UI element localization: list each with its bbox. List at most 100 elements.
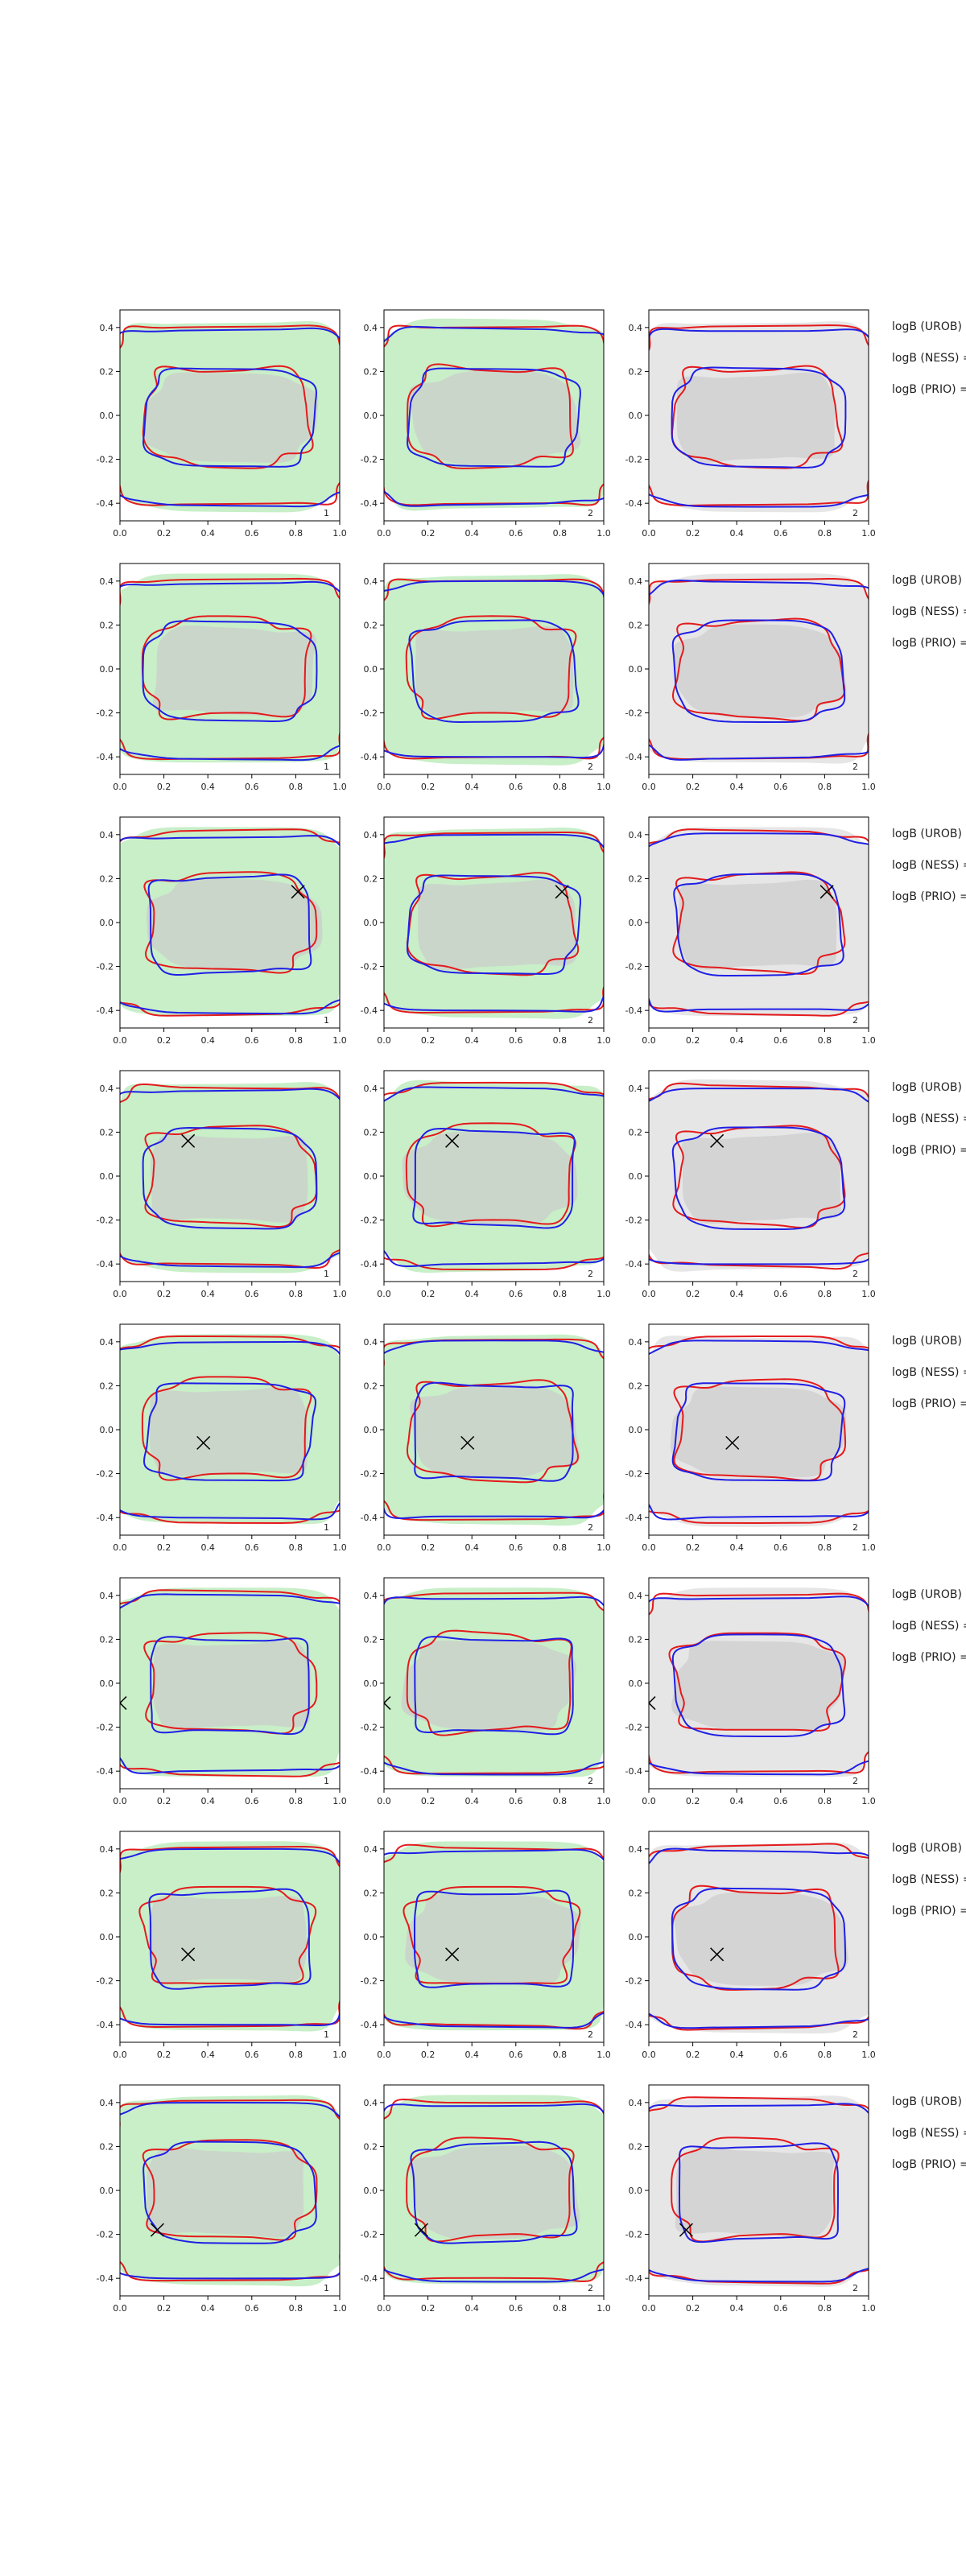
red-inner-contour <box>143 871 318 974</box>
x-tick-label: 0.0 <box>113 1542 127 1553</box>
y-tick-label: -0.4 <box>361 498 378 509</box>
logb-label: logB (NESS) = <box>892 859 966 872</box>
x-tick-label: 1.0 <box>597 1796 611 1806</box>
y-tick-label: 0.0 <box>364 1932 378 1942</box>
subplot-r3-c1: 0.0 0.2 0.4 0.6 0.8 1.0 0.4 0.2 0.0 -0.2 -0.4 1 <box>97 816 347 1046</box>
x-tick-label: 0.4 <box>729 1542 744 1553</box>
red-outer-contour <box>384 1843 604 2030</box>
x-tick-label: 0.0 <box>642 528 656 539</box>
inner-region <box>153 625 316 717</box>
y-tick-label: 0.0 <box>100 2186 114 2196</box>
y-tick-label: -0.4 <box>97 1513 114 1523</box>
x-tick-label: 1.0 <box>332 1289 347 1299</box>
marker-x <box>649 1696 656 1711</box>
y-tick-label: -0.2 <box>625 708 642 719</box>
y-tick-label: 0.0 <box>100 411 114 421</box>
x-tick-label: 0.2 <box>421 782 436 792</box>
y-tick-label: 0.2 <box>629 1381 643 1391</box>
inner-region <box>409 370 581 464</box>
x-tick-label: 0.2 <box>686 1542 700 1553</box>
blue-inner-contour <box>406 874 582 975</box>
x-tick-label: 0.6 <box>509 1035 523 1046</box>
inner-region <box>142 372 319 463</box>
y-tick-label: -0.4 <box>625 1513 642 1523</box>
x-tick-label: 0.4 <box>200 1542 215 1553</box>
subplot-r5-c3: 0.0 0.2 0.4 0.6 0.8 1.0 0.4 0.2 0.0 -0.2 -0.4 2 <box>625 1323 876 1553</box>
y-tick-label: 0.2 <box>364 366 378 377</box>
x-tick-label: 0.6 <box>509 2303 523 2314</box>
subplot-index-label: 2 <box>588 1776 593 1786</box>
blue-outer-contour <box>384 833 604 1013</box>
y-tick-label: 0.0 <box>100 1425 114 1435</box>
x-tick-label: 0.6 <box>245 2050 259 2060</box>
x-tick-label: 0.4 <box>729 1796 744 1806</box>
x-tick-label: 1.0 <box>332 1542 347 1553</box>
blue-outer-contour <box>384 1596 604 1776</box>
blue-outer-contour <box>649 1088 869 1265</box>
y-tick-label: -0.4 <box>625 1259 642 1269</box>
y-tick-label: 0.4 <box>629 1844 643 1855</box>
x-tick-label: 0.4 <box>200 1796 215 1806</box>
subplot-r1-c3: 0.0 0.2 0.4 0.6 0.8 1.0 0.4 0.2 0.0 -0.2 -0.4 2 <box>625 309 876 539</box>
x-tick-label: 0.8 <box>289 1289 303 1299</box>
logb-label: logB (PRIO) = <box>892 637 966 650</box>
y-tick-label: 0.4 <box>100 2098 114 2108</box>
subplot-r2-c2: 0.0 0.2 0.4 0.6 0.8 1.0 0.4 0.2 0.0 -0.2 -0.4 2 <box>361 563 611 792</box>
x-tick-label: 0.0 <box>113 1796 127 1806</box>
red-outer-contour <box>384 1591 604 1775</box>
x-tick-label: 1.0 <box>597 1542 611 1553</box>
y-tick-label: -0.2 <box>361 1976 378 1987</box>
logb-label: logB (UROB) = <box>892 320 966 333</box>
x-tick-label: 0.8 <box>818 1289 832 1299</box>
x-tick-label: 1.0 <box>332 2303 347 2314</box>
x-tick-label: 0.8 <box>289 782 303 792</box>
x-tick-label: 0.8 <box>553 528 568 539</box>
red-outer-contour <box>649 828 869 1017</box>
y-tick-label: 0.2 <box>629 620 643 630</box>
subplot-r8-c2: 0.0 0.2 0.4 0.6 0.8 1.0 0.4 0.2 0.0 -0.2 -0.4 2 <box>361 2084 611 2314</box>
y-tick-label: -0.2 <box>625 1469 642 1480</box>
y-tick-label: 0.4 <box>100 830 114 840</box>
x-tick-label: 0.2 <box>421 2303 436 2314</box>
x-tick-label: 0.0 <box>113 528 127 539</box>
y-tick-label: -0.2 <box>97 1216 114 1226</box>
subplot-index-label: 1 <box>324 1776 329 1786</box>
subplot-r2-c3: 0.0 0.2 0.4 0.6 0.8 1.0 0.4 0.2 0.0 -0.2 -0.4 2 <box>625 563 876 792</box>
y-tick-label: -0.4 <box>361 1513 378 1523</box>
x-tick-label: 0.4 <box>464 782 479 792</box>
x-tick-label: 0.2 <box>421 2050 436 2060</box>
blue-outer-contour <box>120 327 340 508</box>
red-outer-contour <box>120 1083 340 1269</box>
y-tick-label: -0.4 <box>97 752 114 762</box>
logb-label: logB (NESS) = <box>892 1113 966 1125</box>
y-tick-label: -0.2 <box>97 1976 114 1987</box>
x-tick-label: 0.0 <box>377 2303 391 2314</box>
x-tick-label: 0.4 <box>200 2303 215 2314</box>
x-tick-label: 0.2 <box>421 1289 436 1299</box>
y-tick-label: -0.2 <box>361 455 378 465</box>
marker-x <box>291 885 305 899</box>
y-tick-label: -0.4 <box>625 2273 642 2284</box>
blue-inner-contour <box>671 1382 846 1482</box>
subplot-r4-c1: 0.0 0.2 0.4 0.6 0.8 1.0 0.4 0.2 0.0 -0.2 -0.4 1 <box>97 1070 347 1299</box>
x-tick-label: 1.0 <box>332 1035 347 1046</box>
y-tick-label: -0.2 <box>97 2230 114 2240</box>
inner-region <box>150 1133 308 1223</box>
x-tick-label: 0.6 <box>509 1289 523 1299</box>
y-tick-label: 0.4 <box>364 323 378 333</box>
y-tick-label: 0.0 <box>364 1171 378 1182</box>
x-tick-label: 0.8 <box>818 1796 832 1806</box>
x-tick-label: 0.8 <box>289 1542 303 1553</box>
subplot-index-label: 2 <box>852 1015 858 1026</box>
x-tick-label: 1.0 <box>597 528 611 539</box>
inner-region <box>670 1386 847 1477</box>
x-tick-label: 0.8 <box>553 1542 568 1553</box>
y-tick-label: 0.2 <box>100 1127 114 1137</box>
subplot-index-label: 2 <box>852 1522 858 1533</box>
y-tick-label: 0.2 <box>100 1888 114 1898</box>
x-tick-label: 0.2 <box>157 2050 171 2060</box>
subplot-index-label: 1 <box>324 2029 329 2040</box>
red-inner-contour <box>143 1632 318 1735</box>
x-tick-label: 0.6 <box>509 1542 523 1553</box>
y-tick-label: 0.4 <box>364 830 378 840</box>
